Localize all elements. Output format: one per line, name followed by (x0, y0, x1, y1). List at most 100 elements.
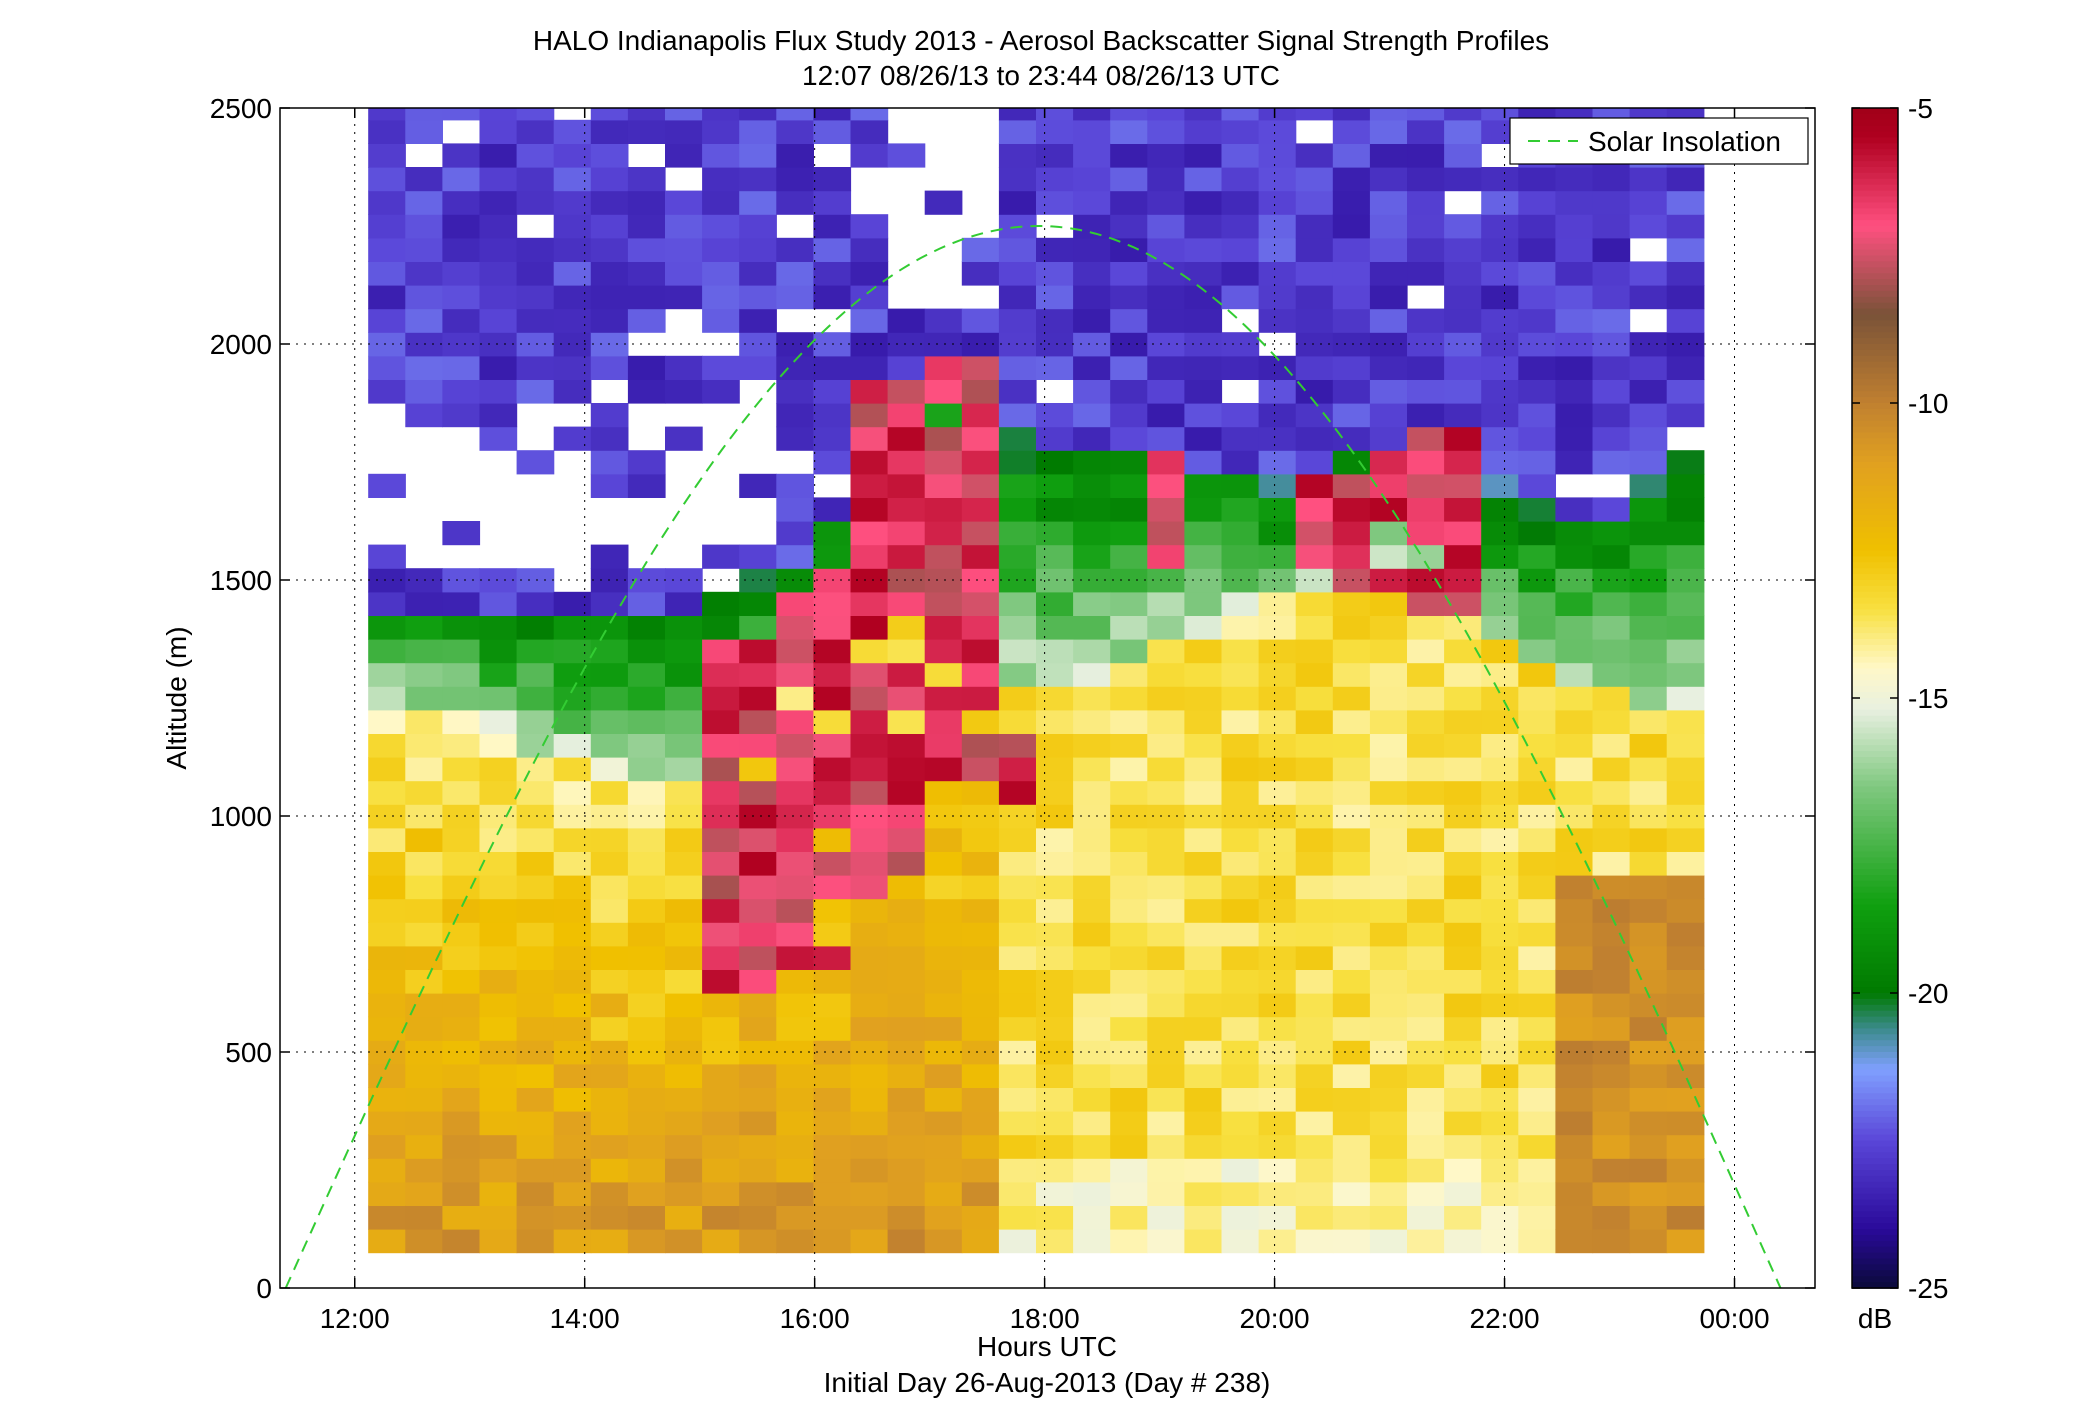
heatmap-cell (961, 898, 1000, 923)
heatmap-cell (627, 780, 666, 805)
heatmap-cell (1444, 332, 1482, 357)
heatmap-cell (776, 1181, 814, 1206)
heatmap-cell (1555, 993, 1594, 1018)
heatmap-cell (1666, 190, 1705, 215)
heatmap-cell (516, 167, 555, 192)
colorbar-segment (1852, 361, 1898, 369)
heatmap-cell (1332, 544, 1371, 569)
heatmap-cell (1555, 497, 1594, 522)
heatmap-cell (1073, 1063, 1111, 1088)
heatmap-cell (479, 332, 518, 357)
heatmap-cell (776, 108, 814, 121)
colorbar-segment (1852, 762, 1898, 770)
heatmap-cell (405, 733, 443, 758)
heatmap-cell (924, 1040, 963, 1065)
heatmap-cell (1295, 1016, 1334, 1041)
heatmap-cell (479, 709, 518, 734)
heatmap-cell (627, 568, 666, 593)
heatmap-cell (590, 190, 629, 215)
heatmap-cell (590, 214, 629, 239)
heatmap-cell (1444, 1229, 1482, 1254)
heatmap-cell (961, 851, 1000, 876)
heatmap-cell (1110, 190, 1148, 215)
heatmap-cell (1036, 190, 1074, 215)
heatmap-cell (813, 497, 852, 522)
heatmap-cell (1073, 214, 1111, 239)
heatmap-cell (368, 804, 406, 829)
heatmap-cell (442, 875, 481, 900)
heatmap-cell (442, 521, 481, 546)
heatmap-cell (1147, 108, 1185, 121)
heatmap-cell (516, 237, 555, 262)
heatmap-cell (479, 851, 518, 876)
heatmap-cell (479, 922, 518, 947)
colorbar-segment (1852, 532, 1898, 540)
heatmap-cell (1629, 851, 1668, 876)
heatmap-cell (813, 261, 852, 286)
heatmap-cell (1036, 332, 1074, 357)
heatmap-cell (1666, 308, 1705, 333)
heatmap-cell (479, 1181, 518, 1206)
heatmap-cell (1444, 1063, 1482, 1088)
heatmap-cell (702, 1134, 740, 1159)
heatmap-cell (1555, 615, 1594, 640)
colorbar-segment (1852, 715, 1898, 723)
heatmap-cell (516, 108, 555, 121)
heatmap-cell (1629, 1158, 1668, 1183)
heatmap-cell (627, 237, 666, 262)
heatmap-cell (702, 1111, 740, 1136)
heatmap-cell (1666, 237, 1705, 262)
heatmap-cell (1258, 875, 1297, 900)
heatmap-cell (1407, 639, 1445, 664)
heatmap-cell (1369, 591, 1408, 616)
heatmap-cell (1518, 237, 1557, 262)
heatmap-cell (887, 1111, 926, 1136)
heatmap-cell (1555, 1205, 1594, 1230)
heatmap-cell (1444, 1087, 1482, 1112)
heatmap-cell (850, 450, 889, 475)
heatmap-cell (1481, 615, 1519, 640)
heatmap-cell (1147, 1134, 1185, 1159)
heatmap-cell (998, 733, 1037, 758)
colorbar-segment (1852, 603, 1898, 611)
heatmap-cell (627, 308, 666, 333)
heatmap-cell (1555, 261, 1594, 286)
heatmap-cell (998, 167, 1037, 192)
heatmap-cell (1110, 851, 1148, 876)
heatmap-cell (998, 1063, 1037, 1088)
x-tick-label: 18:00 (1010, 1303, 1080, 1334)
heatmap-cell (850, 355, 889, 380)
heatmap-cell (479, 568, 518, 593)
heatmap-cell (405, 969, 443, 994)
heatmap-cell (813, 214, 852, 239)
heatmap-cell (924, 922, 963, 947)
heatmap-cell (1666, 733, 1705, 758)
heatmap-cell (1481, 544, 1519, 569)
heatmap-cell (1444, 851, 1482, 876)
heatmap-cell (1555, 426, 1594, 451)
heatmap-cell (961, 780, 1000, 805)
heatmap-cell (776, 639, 814, 664)
colorbar-segment (1852, 621, 1898, 628)
heatmap-cell (1147, 1016, 1185, 1041)
heatmap-cell (739, 709, 777, 734)
heatmap-cell (1184, 1181, 1223, 1206)
heatmap-cell (1555, 108, 1594, 121)
heatmap-cell (1629, 945, 1668, 970)
colorbar-segment (1852, 332, 1898, 339)
heatmap-cell (479, 686, 518, 711)
heatmap-cell (368, 969, 406, 994)
heatmap-cell (627, 945, 666, 970)
heatmap-cell (627, 709, 666, 734)
heatmap-cell (1184, 1205, 1223, 1230)
heatmap-cell (665, 898, 703, 923)
heatmap-cell (887, 733, 926, 758)
heatmap-cell (590, 1181, 629, 1206)
x-axis-label-secondary: Initial Day 26-Aug-2013 (Day # 238) (824, 1367, 1271, 1398)
heatmap-cell (813, 591, 852, 616)
heatmap-cell (739, 945, 777, 970)
heatmap-cell (1110, 426, 1148, 451)
colorbar-segment (1852, 226, 1898, 233)
colorbar-segment (1852, 739, 1898, 746)
heatmap-cell (739, 167, 777, 192)
